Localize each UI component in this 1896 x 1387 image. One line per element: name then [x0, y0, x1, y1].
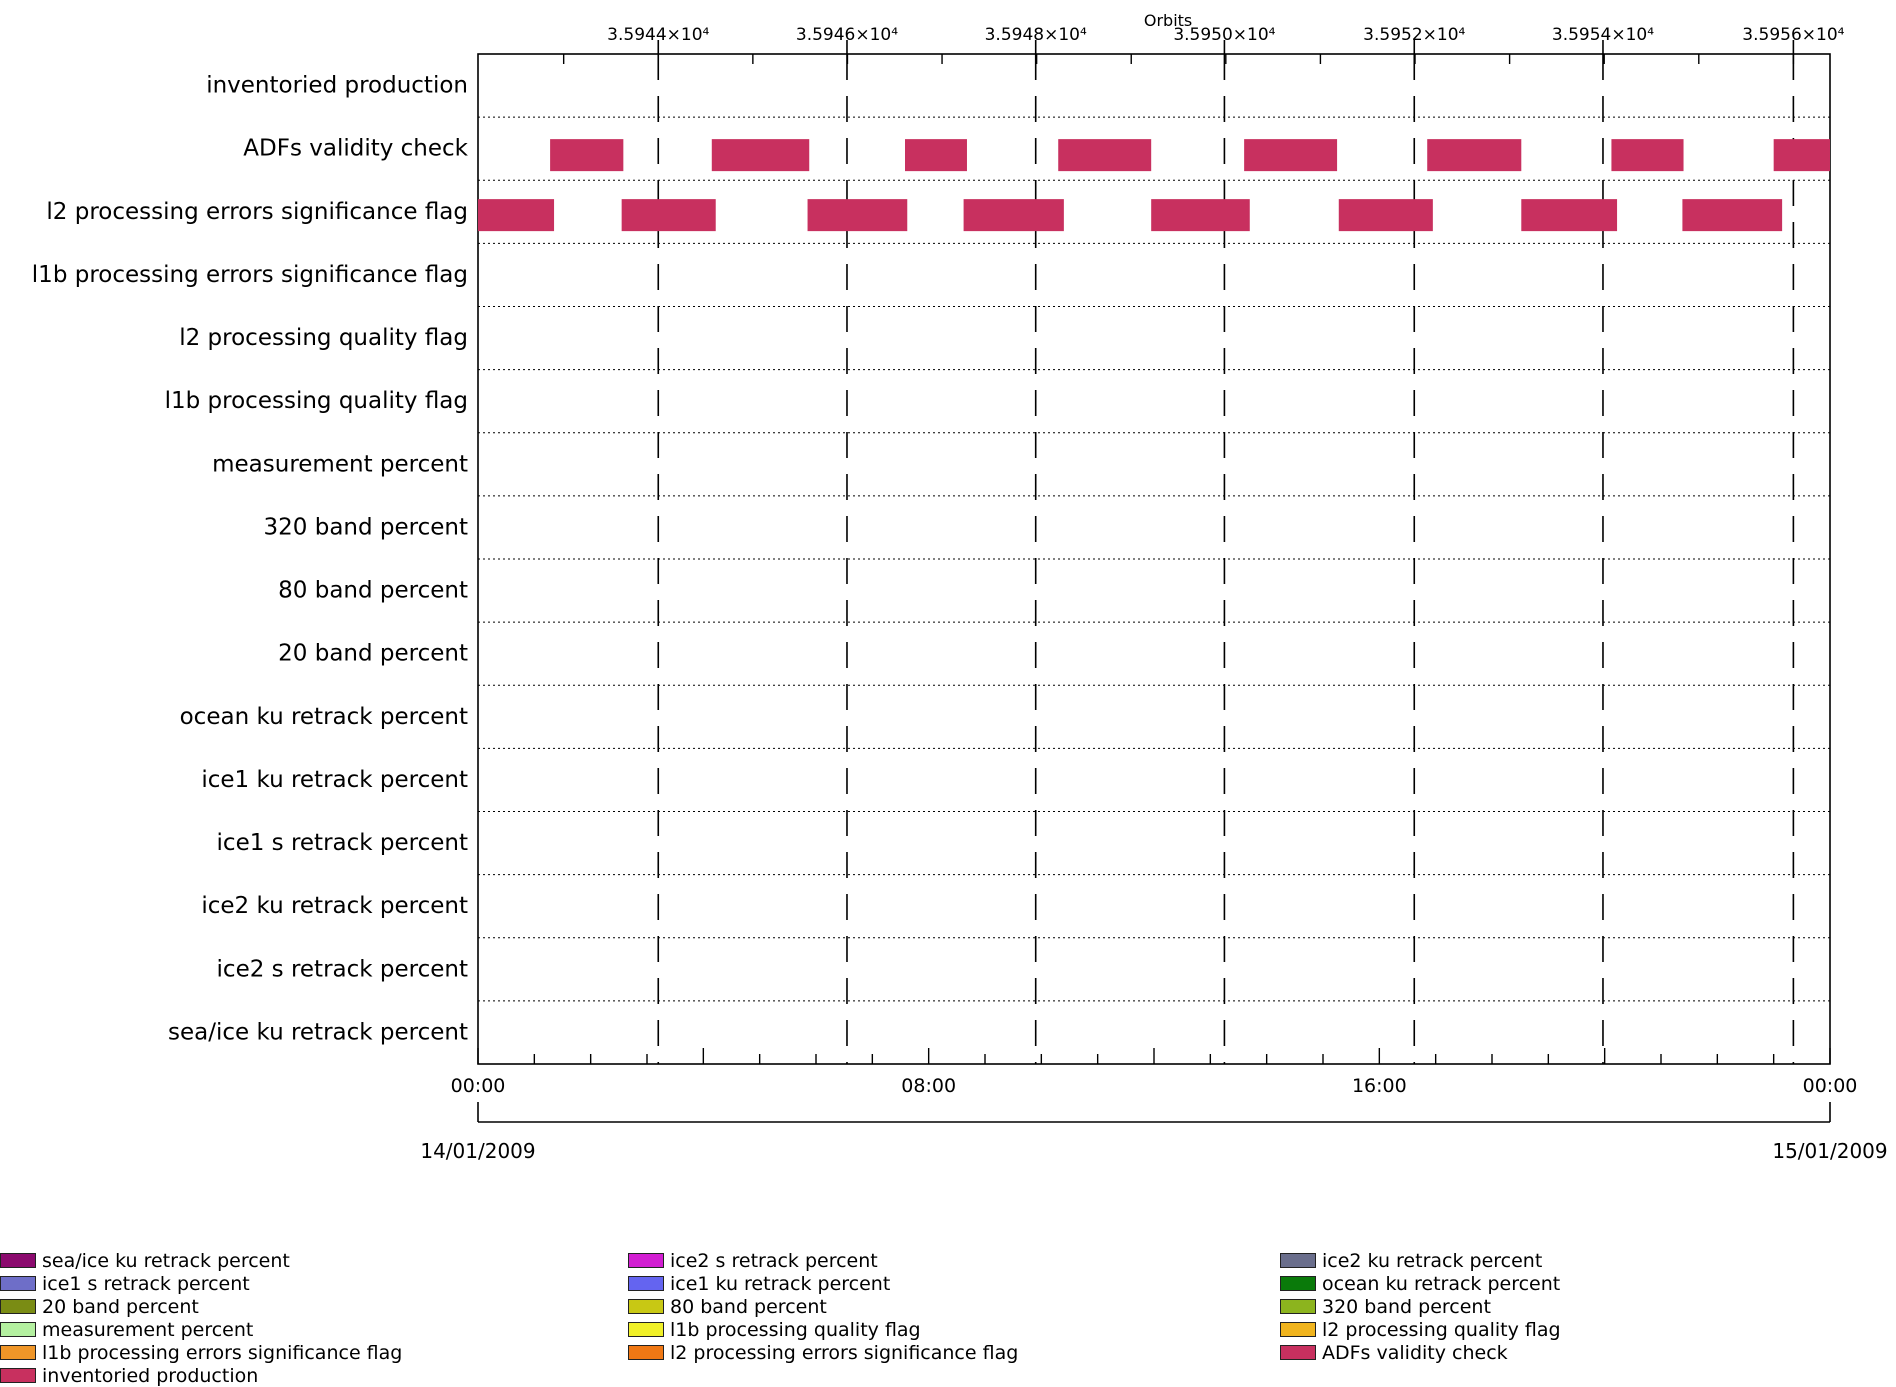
- orbit-tick-label: 3.5950×10⁴: [1173, 25, 1275, 45]
- row-label: measurement percent: [212, 451, 468, 477]
- row-label: ADFs validity check: [243, 136, 468, 162]
- legend-item: l1b processing quality flag: [628, 1318, 921, 1341]
- legend-label: ice2 ku retrack percent: [1322, 1249, 1543, 1272]
- adfs-bar-lower: [963, 199, 1064, 232]
- time-tick-label: 08:00: [901, 1075, 956, 1097]
- legend-item: 20 band percent: [0, 1295, 199, 1318]
- adfs-bar-lower: [1521, 199, 1618, 232]
- date-start-label: 14/01/2009: [420, 1139, 535, 1163]
- legend-label: ocean ku retrack percent: [1322, 1272, 1561, 1295]
- row-label: l2 processing quality flag: [179, 325, 468, 351]
- legend-swatch: [0, 1345, 36, 1360]
- legend-item: 320 band percent: [1280, 1295, 1491, 1318]
- legend-item: ice1 ku retrack percent: [628, 1272, 891, 1295]
- row-label: ice2 ku retrack percent: [201, 893, 468, 919]
- legend-swatch: [0, 1368, 36, 1383]
- row-label: 20 band percent: [278, 641, 468, 667]
- adfs-bar-upper: [1058, 139, 1152, 172]
- adfs-bar-lower: [1682, 199, 1783, 232]
- row-label: inventoried production: [206, 73, 468, 99]
- legend-label: ice1 s retrack percent: [42, 1272, 250, 1295]
- row-label: l1b processing errors significance flag: [32, 262, 468, 288]
- legend-item: ice1 s retrack percent: [0, 1272, 250, 1295]
- legend-swatch: [1280, 1345, 1316, 1360]
- adfs-bar-lower: [1338, 199, 1433, 232]
- legend-item: ice2 ku retrack percent: [1280, 1249, 1543, 1272]
- row-label: l1b processing quality flag: [165, 388, 468, 414]
- legend-swatch: [1280, 1299, 1316, 1314]
- adfs-bar-upper: [1427, 139, 1522, 172]
- row-label: ice1 s retrack percent: [217, 830, 468, 856]
- legend-swatch: [1280, 1322, 1316, 1337]
- legend-label: l1b processing errors significance flag: [42, 1341, 403, 1364]
- legend-label: ADFs validity check: [1322, 1341, 1508, 1364]
- row-label: l2 processing errors significance flag: [46, 199, 468, 225]
- adfs-bar-upper: [1244, 139, 1338, 172]
- legend-swatch: [628, 1322, 664, 1337]
- orbit-tick-label: 3.5944×10⁴: [607, 25, 709, 45]
- chart-legend: sea/ice ku retrack percent ice2 s retrack…: [0, 1244, 1896, 1387]
- legend-swatch: [628, 1299, 664, 1314]
- legend-swatch: [628, 1276, 664, 1291]
- date-end-label: 15/01/2009: [1772, 1139, 1887, 1163]
- orbit-tick-label: 3.5948×10⁴: [985, 25, 1087, 45]
- legend-label: l1b processing quality flag: [670, 1318, 921, 1341]
- row-label: 320 band percent: [264, 514, 468, 540]
- row-label: sea/ice ku retrack percent: [168, 1019, 468, 1045]
- legend-label: 20 band percent: [42, 1295, 199, 1318]
- legend-label: l2 processing errors significance flag: [670, 1341, 1019, 1364]
- legend-item: ADFs validity check: [1280, 1341, 1508, 1364]
- legend-item: 80 band percent: [628, 1295, 827, 1318]
- legend-swatch: [628, 1253, 664, 1268]
- legend-label: sea/ice ku retrack percent: [42, 1249, 290, 1272]
- legend-label: 80 band percent: [670, 1295, 827, 1318]
- time-tick-label: 00:00: [451, 1075, 506, 1097]
- legend-item: l1b processing errors significance flag: [0, 1341, 403, 1364]
- legend-swatch: [1280, 1253, 1316, 1268]
- legend-swatch: [0, 1276, 36, 1291]
- legend-item: measurement percent: [0, 1318, 254, 1341]
- legend-swatch: [628, 1345, 664, 1360]
- adfs-bar-lower: [478, 199, 555, 232]
- time-tick-label: 00:00: [1803, 1075, 1858, 1097]
- orbit-tick-label: 3.5954×10⁴: [1552, 25, 1654, 45]
- top-axis-title: Orbits: [1144, 11, 1192, 30]
- legend-label: ice1 ku retrack percent: [670, 1272, 891, 1295]
- chart-canvas: inventoried production ADFs validity chec…: [32, 11, 1888, 1163]
- adfs-bar-lower: [621, 199, 716, 232]
- legend-label: inventoried production: [42, 1364, 259, 1387]
- legend-swatch: [0, 1322, 36, 1337]
- legend-swatch: [0, 1299, 36, 1314]
- adfs-bar-upper: [905, 139, 967, 172]
- legend-item: ocean ku retrack percent: [1280, 1272, 1561, 1295]
- row-label: ice1 ku retrack percent: [201, 767, 468, 793]
- legend-item: l2 processing quality flag: [1280, 1318, 1561, 1341]
- legend-label: l2 processing quality flag: [1322, 1318, 1561, 1341]
- legend-swatch: [0, 1253, 36, 1268]
- adfs-bar-upper: [711, 139, 810, 172]
- legend-item: sea/ice ku retrack percent: [0, 1249, 290, 1272]
- legend-item: l2 processing errors significance flag: [628, 1341, 1019, 1364]
- orbit-tick-label: 3.5956×10⁴: [1742, 25, 1844, 45]
- row-label: ice2 s retrack percent: [217, 956, 468, 982]
- legend-swatch: [1280, 1276, 1316, 1291]
- adfs-bar-lower: [1151, 199, 1250, 232]
- adfs-bar-lower: [807, 199, 908, 232]
- legend-label: measurement percent: [42, 1318, 254, 1341]
- legend-label: 320 band percent: [1322, 1295, 1491, 1318]
- legend-item: ice2 s retrack percent: [628, 1249, 878, 1272]
- orbit-tick-label: 3.5952×10⁴: [1363, 25, 1465, 45]
- row-label: 80 band percent: [278, 578, 468, 604]
- adfs-bar-upper: [550, 139, 624, 172]
- time-tick-label: 16:00: [1352, 1075, 1407, 1097]
- orbit-tick-label: 3.5946×10⁴: [796, 25, 898, 45]
- row-label: ocean ku retrack percent: [180, 704, 468, 730]
- legend-label: ice2 s retrack percent: [670, 1249, 878, 1272]
- adfs-bar-upper: [1611, 139, 1684, 172]
- adfs-bar-upper: [1773, 139, 1830, 172]
- legend-item: inventoried production: [0, 1364, 259, 1387]
